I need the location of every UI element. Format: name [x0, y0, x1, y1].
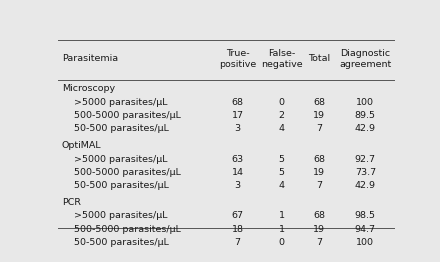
Text: 500-5000 parasites/μL: 500-5000 parasites/μL — [74, 168, 181, 177]
Text: 18: 18 — [231, 225, 243, 234]
Text: 50-500 parasites/μL: 50-500 parasites/μL — [74, 124, 169, 133]
Text: 67: 67 — [231, 211, 243, 220]
Text: 73.7: 73.7 — [355, 168, 376, 177]
Text: 5: 5 — [279, 168, 285, 177]
Text: 68: 68 — [231, 98, 243, 107]
Text: 7: 7 — [316, 238, 322, 247]
Text: >5000 parasites/μL: >5000 parasites/μL — [74, 155, 167, 163]
Text: 63: 63 — [231, 155, 243, 163]
Text: 50-500 parasites/μL: 50-500 parasites/μL — [74, 181, 169, 190]
Text: True-
positive: True- positive — [219, 49, 256, 69]
Text: 3: 3 — [235, 124, 241, 133]
Text: 98.5: 98.5 — [355, 211, 376, 220]
Text: 68: 68 — [313, 155, 325, 163]
Text: 0: 0 — [279, 238, 285, 247]
Text: 17: 17 — [231, 111, 243, 120]
Text: 500-5000 parasites/μL: 500-5000 parasites/μL — [74, 225, 181, 234]
Text: 19: 19 — [313, 111, 325, 120]
Text: 4: 4 — [279, 124, 285, 133]
Text: 92.7: 92.7 — [355, 155, 376, 163]
Text: 1: 1 — [279, 225, 285, 234]
Text: 14: 14 — [231, 168, 243, 177]
Text: >5000 parasites/μL: >5000 parasites/μL — [74, 211, 167, 220]
Text: 100: 100 — [356, 238, 374, 247]
Text: 94.7: 94.7 — [355, 225, 376, 234]
Text: 7: 7 — [316, 181, 322, 190]
Text: 7: 7 — [235, 238, 240, 247]
Text: >5000 parasites/μL: >5000 parasites/μL — [74, 98, 167, 107]
Text: 7: 7 — [316, 124, 322, 133]
Text: Diagnostic
agreement: Diagnostic agreement — [339, 49, 392, 69]
Text: 0: 0 — [279, 98, 285, 107]
Text: 4: 4 — [279, 181, 285, 190]
Text: 2: 2 — [279, 111, 285, 120]
Text: 50-500 parasites/μL: 50-500 parasites/μL — [74, 238, 169, 247]
Text: 5: 5 — [279, 155, 285, 163]
Text: 100: 100 — [356, 98, 374, 107]
Text: 89.5: 89.5 — [355, 111, 376, 120]
Text: False-
negative: False- negative — [261, 49, 303, 69]
Text: Parasitemia: Parasitemia — [62, 54, 118, 63]
Text: 42.9: 42.9 — [355, 181, 376, 190]
Text: 500-5000 parasites/μL: 500-5000 parasites/μL — [74, 111, 181, 120]
Text: OptiMAL: OptiMAL — [62, 141, 102, 150]
Text: PCR: PCR — [62, 198, 81, 207]
Text: 3: 3 — [235, 181, 241, 190]
Text: 19: 19 — [313, 225, 325, 234]
Text: 1: 1 — [279, 211, 285, 220]
Text: 68: 68 — [313, 98, 325, 107]
Text: Microscopy: Microscopy — [62, 84, 115, 93]
Text: 42.9: 42.9 — [355, 124, 376, 133]
Text: 19: 19 — [313, 168, 325, 177]
Text: 68: 68 — [313, 211, 325, 220]
Text: Total: Total — [308, 54, 330, 63]
